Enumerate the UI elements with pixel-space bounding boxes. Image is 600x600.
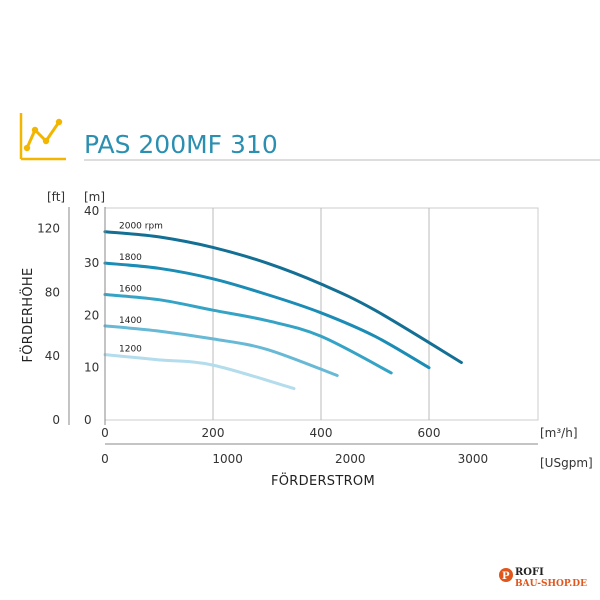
watermark-line2: BAU-SHOP.DE xyxy=(515,579,587,589)
x2-tick-labels: 0 1000 2000 3000 xyxy=(101,452,488,466)
x-tick-label: 600 xyxy=(418,426,441,440)
curve-label: 1200 xyxy=(119,345,142,355)
curve-2000-rpm xyxy=(103,230,463,364)
y2-tick-label: 80 xyxy=(45,285,60,299)
y2-tick-label: 40 xyxy=(45,349,60,363)
y-tick-labels: 0 10 20 30 40 xyxy=(84,204,99,427)
y-tick-label: 40 xyxy=(84,204,99,218)
header: PAS 200MF 310 xyxy=(19,113,600,161)
curve-1600 xyxy=(103,293,393,375)
performance-curve-icon xyxy=(19,113,66,161)
curve-label: 1800 xyxy=(119,253,142,263)
x2-unit-label: [USgpm] xyxy=(540,456,593,470)
y2-tick-labels: 0 40 80 120 xyxy=(37,222,60,427)
watermark-badge xyxy=(499,568,513,582)
x2-tick-label: 2000 xyxy=(335,452,366,466)
y-tick-label: 10 xyxy=(84,361,99,375)
y2-tick-label: 0 xyxy=(52,413,60,427)
curve-label: 1400 xyxy=(119,316,142,326)
x-tick-label: 400 xyxy=(310,426,333,440)
curve-1200 xyxy=(103,353,296,391)
curve-labels: 2000 rpm 1800 1600 1400 1200 xyxy=(119,222,163,355)
x-axis-title: FÖRDERSTROM xyxy=(271,472,375,489)
watermark-logo: P ROFI BAU-SHOP.DE xyxy=(499,567,587,589)
curve-label: 1600 xyxy=(119,284,142,294)
x-tick-labels: 0 200 400 600 xyxy=(101,426,440,440)
y-tick-label: 30 xyxy=(84,256,99,270)
y-tick-label: 20 xyxy=(84,308,99,322)
curve-1800 xyxy=(103,261,431,370)
x2-tick-label: 3000 xyxy=(458,452,489,466)
y-unit-label: [m] xyxy=(84,190,105,204)
y-tick-label: 0 xyxy=(84,413,92,427)
y-axis-title: FÖRDERHÖHE xyxy=(19,268,36,363)
x-tick-label: 0 xyxy=(101,426,109,440)
y2-unit-label: [ft] xyxy=(47,190,65,204)
page-title: PAS 200MF 310 xyxy=(84,130,278,159)
curve-label: 2000 rpm xyxy=(119,222,163,232)
plot-area: 2000 rpm 1800 1600 1400 1200 xyxy=(103,207,539,421)
x2-tick-label: 0 xyxy=(101,452,109,466)
curve-1400 xyxy=(103,324,339,377)
x2-tick-label: 1000 xyxy=(212,452,243,466)
watermark-line1: ROFI xyxy=(515,567,544,578)
y2-tick-label: 120 xyxy=(37,222,60,236)
x-tick-label: 200 xyxy=(202,426,225,440)
x-unit-label: [m³/h] xyxy=(540,426,578,440)
watermark-badge-letter: P xyxy=(502,571,510,582)
curves xyxy=(103,230,463,391)
